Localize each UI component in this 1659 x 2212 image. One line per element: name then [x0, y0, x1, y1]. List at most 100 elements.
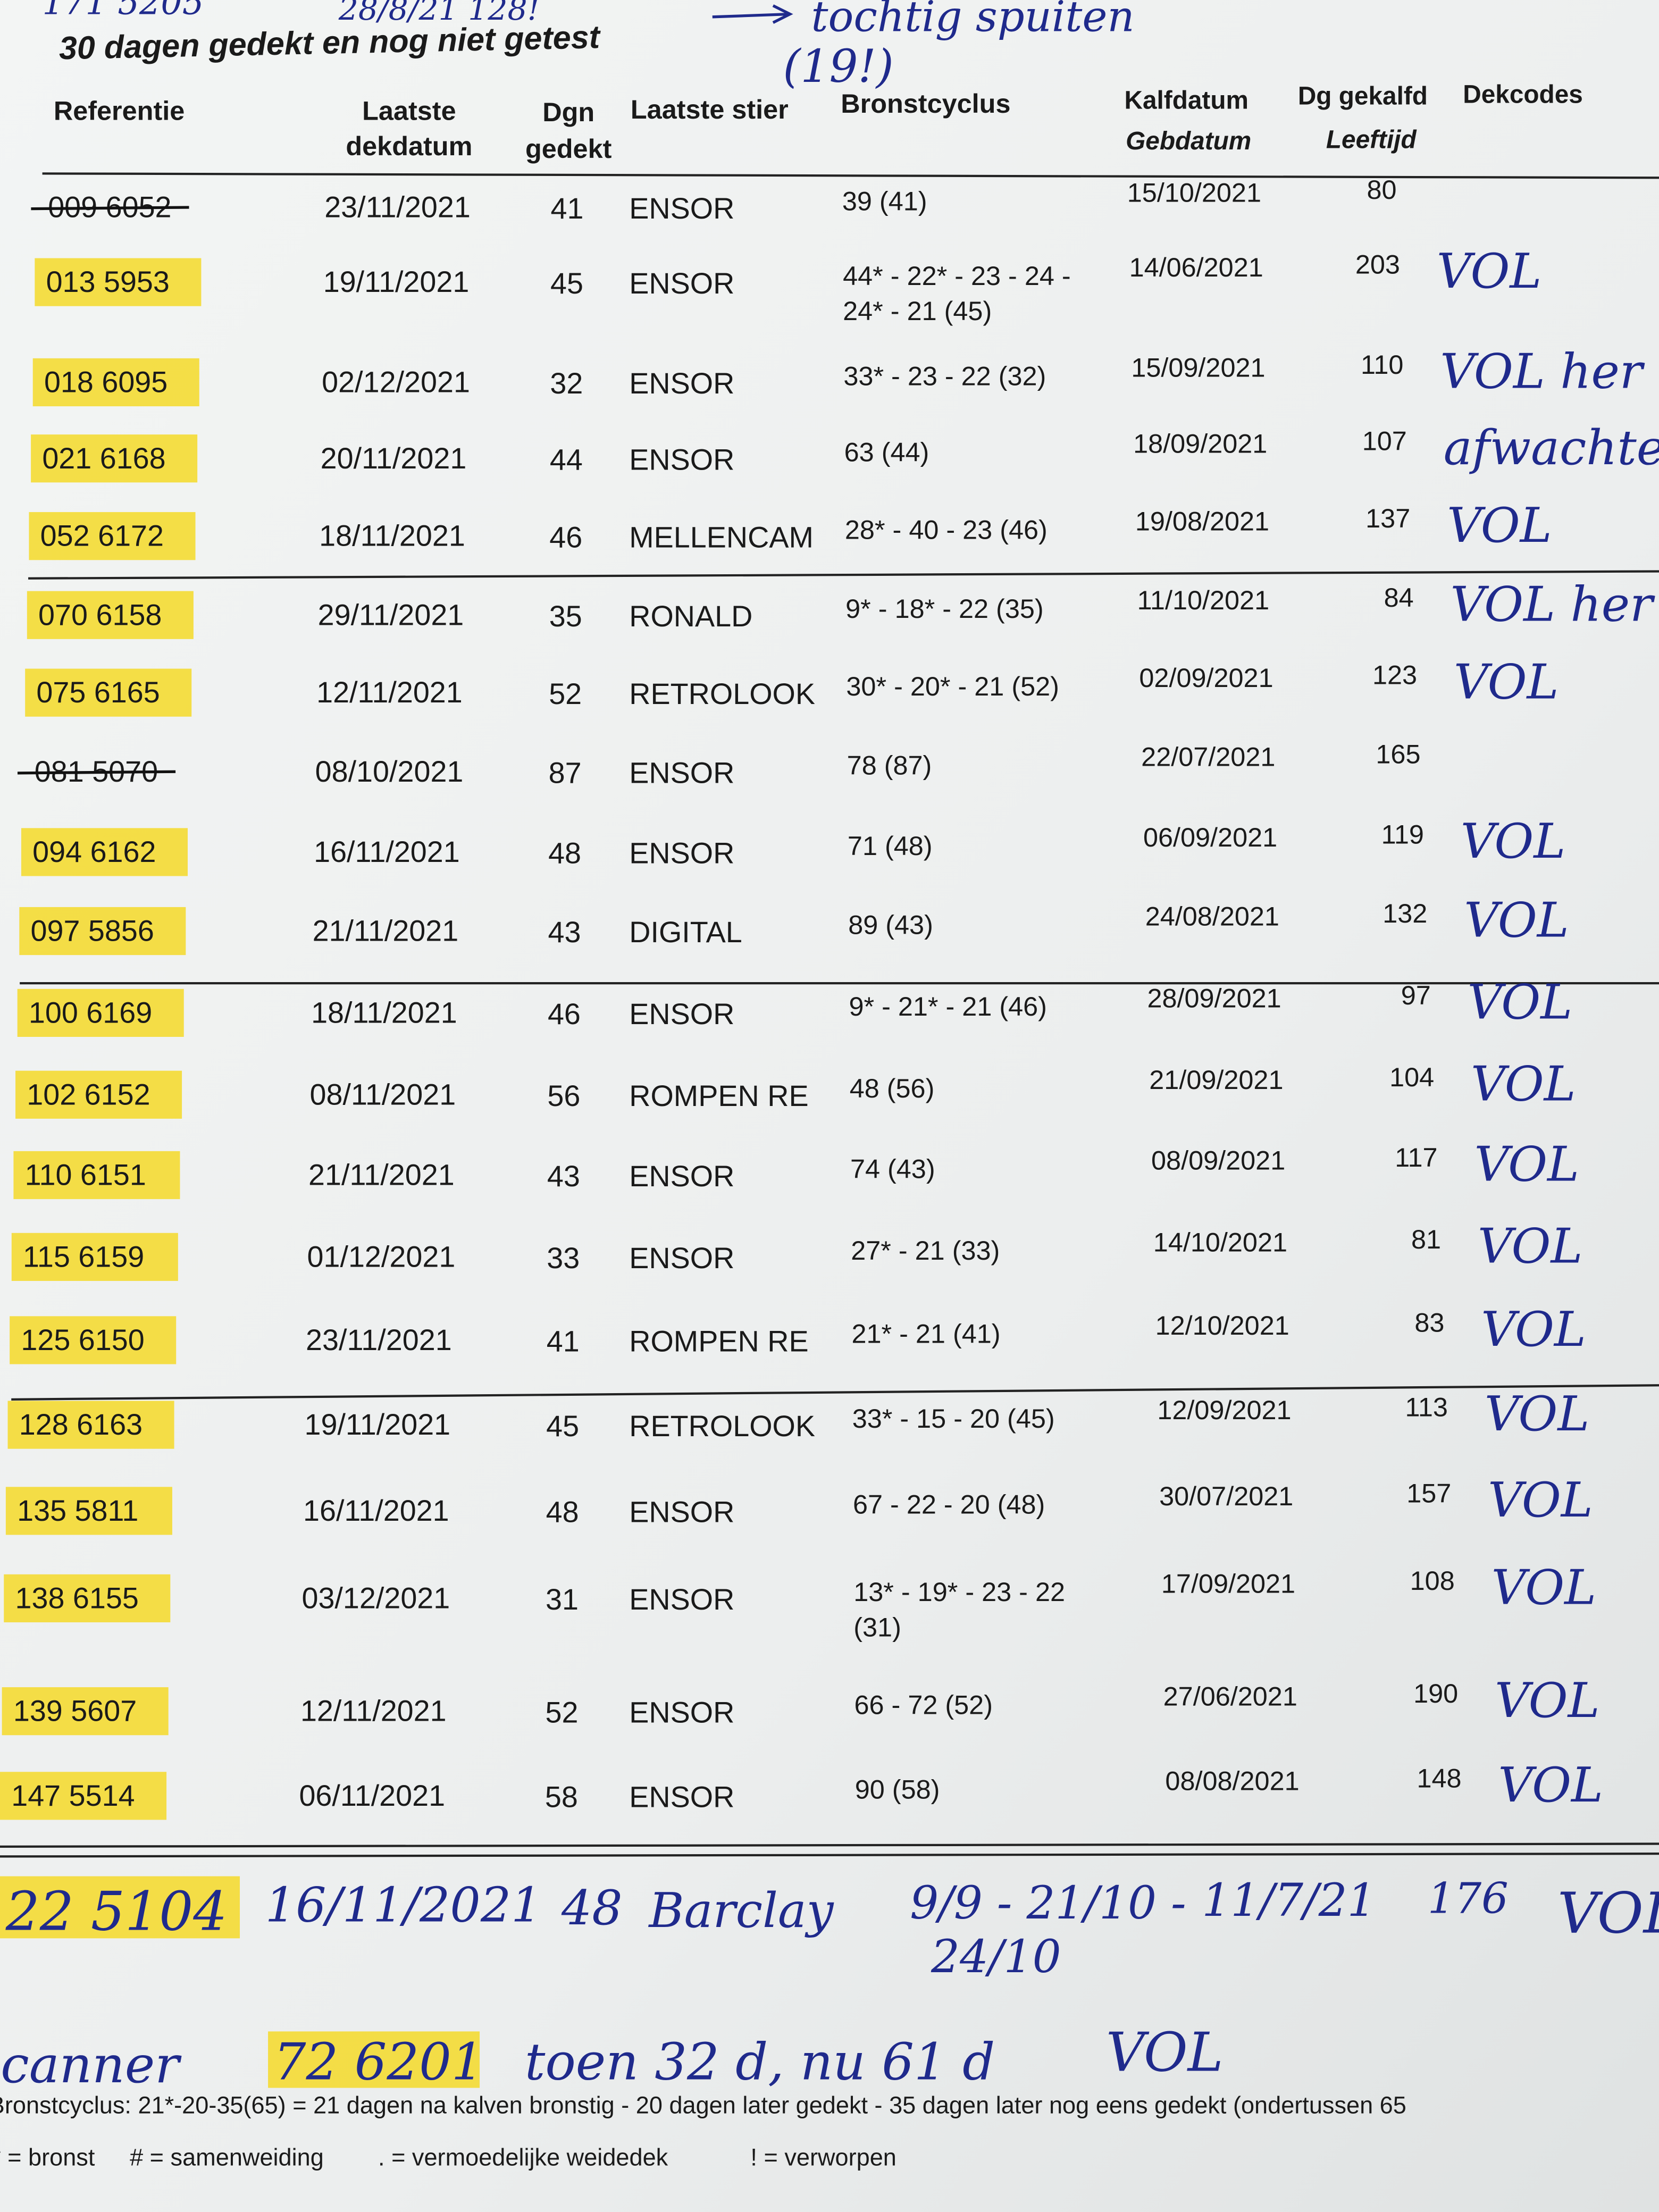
separator	[0, 1842, 1659, 1848]
reference: 018 6095	[44, 366, 167, 399]
stier: ENSOR	[629, 1696, 734, 1729]
header: Laatste	[362, 96, 456, 126]
bronstcyclus: 48 (56)	[850, 1073, 935, 1103]
header: Gebdatum	[1126, 127, 1251, 155]
legend-codes: * = bronst # = samenweiding . = vermoede…	[0, 2143, 896, 2171]
highlight	[27, 591, 194, 639]
reference: 115 6159	[23, 1240, 144, 1273]
reference: 125 6150	[21, 1323, 144, 1356]
dekdatum: 23/11/2021	[324, 191, 471, 224]
kalfdatum: 19/08/2021	[1135, 506, 1269, 537]
dekdatum: 08/10/2021	[315, 755, 464, 788]
dekdatum: 16/11/2021	[314, 835, 460, 868]
dekcode: VOL	[1471, 1056, 1576, 1112]
dekcode: VOL	[1454, 654, 1559, 710]
legend-line: Bronstcyclus: 21*-20-35(65) = 21 dagen n…	[0, 2091, 1406, 2118]
hand-stier: Barclay	[648, 1883, 834, 1939]
hand-date-note: 28/8/21 128!	[338, 0, 540, 27]
stier: ENSOR	[629, 443, 734, 476]
stier: ENSOR	[629, 367, 734, 400]
dagen-gedekt: 44	[550, 443, 583, 476]
kalfdatum: 15/10/2021	[1127, 177, 1261, 207]
bronstcyclus: 66 - 72 (52)	[854, 1689, 993, 1720]
header: Kalfdatum	[1124, 86, 1248, 114]
kalfdatum: 12/09/2021	[1157, 1395, 1291, 1425]
leeftijd: 104	[1389, 1062, 1434, 1092]
dagen-gedekt: 31	[546, 1583, 579, 1616]
reference: 100 6169	[29, 996, 152, 1029]
highlight	[35, 258, 202, 306]
leeftijd: 97	[1401, 980, 1431, 1010]
reference: 135 5811	[17, 1494, 138, 1527]
leeftijd: 80	[1367, 174, 1396, 205]
leeftijd: 190	[1413, 1678, 1458, 1708]
leeftijd: 203	[1355, 249, 1400, 280]
dekdatum: 21/11/2021	[313, 915, 459, 948]
separator	[28, 570, 1659, 580]
dekdatum: 02/12/2021	[322, 366, 470, 399]
dekcode: VOL	[1492, 1560, 1596, 1616]
dekcode: VOL	[1498, 1757, 1603, 1813]
separator	[0, 1853, 1659, 1858]
bronstcyclus: 30* - 20* - 21 (52)	[846, 671, 1059, 701]
strike	[17, 770, 176, 775]
leeftijd: 137	[1365, 503, 1410, 533]
dagen-gedekt: 58	[545, 1781, 578, 1814]
dekdatum: 06/11/2021	[299, 1779, 445, 1812]
hand-note-label: scanner	[0, 2035, 182, 2094]
legend-code: ! = verworpen	[750, 2143, 896, 2171]
stier: ENSOR	[629, 267, 734, 300]
dekdatum: 20/11/2021	[321, 442, 467, 475]
highlight	[10, 1316, 177, 1364]
dagen-gedekt: 45	[546, 1410, 579, 1443]
dagen-gedekt: 46	[549, 521, 582, 554]
dekdatum: 08/11/2021	[310, 1078, 456, 1111]
header: Referentie	[54, 96, 185, 126]
reference: 102 6152	[27, 1078, 150, 1111]
kalfdatum: 08/08/2021	[1165, 1766, 1299, 1796]
stier: RETROLOOK	[629, 1410, 815, 1443]
hand-count-note: (19!)	[783, 40, 893, 93]
leeftijd: 81	[1411, 1224, 1441, 1254]
leeftijd: 83	[1414, 1307, 1444, 1337]
kalfdatum: 02/09/2021	[1139, 663, 1273, 693]
highlight	[11, 1233, 178, 1281]
leeftijd: 165	[1376, 739, 1420, 769]
bronstcyclus: 89 (43)	[848, 909, 933, 940]
stier: ENSOR	[629, 1160, 734, 1193]
highlight	[4, 1574, 171, 1623]
reference: 097 5856	[31, 915, 154, 948]
bronstcyclus: 33* - 23 - 22 (32)	[843, 361, 1046, 391]
leeftijd: 108	[1410, 1565, 1455, 1596]
dekcode: VOL	[1488, 1472, 1593, 1528]
table-body: 009 6052 23/11/2021 41 ENSOR 39 (41) 15/10/20…	[0, 174, 1659, 1820]
reference: 147 5514	[11, 1779, 135, 1812]
dekcode: VOL	[1468, 975, 1572, 1030]
dekdatum: 19/11/2021	[323, 265, 470, 298]
highlight	[5, 1487, 172, 1535]
stier: ENSOR	[629, 1496, 734, 1529]
dekcode: VOL	[1461, 814, 1565, 869]
bronstcyclus: 27* - 21 (33)	[851, 1235, 1000, 1266]
kalfdatum: 17/09/2021	[1161, 1568, 1295, 1598]
highlight	[7, 1401, 174, 1449]
highlight	[15, 1070, 182, 1119]
highlight	[29, 512, 196, 560]
header: dekdatum	[346, 131, 472, 161]
bronstcyclus: 44* - 22* - 23 - 24 -	[843, 261, 1071, 291]
bronstcyclus: 21* - 21 (41)	[851, 1319, 1000, 1349]
dagen-gedekt: 56	[547, 1079, 580, 1112]
reference: 139 5607	[13, 1695, 137, 1728]
stier: ENSOR	[629, 837, 734, 870]
dagen-gedekt: 32	[550, 367, 583, 400]
bronstcyclus: 74 (43)	[850, 1153, 935, 1184]
reference: 128 6163	[19, 1408, 143, 1441]
kalfdatum: 18/09/2021	[1133, 429, 1267, 459]
header: Dg gekalfd	[1298, 82, 1428, 110]
hand-reference: 22 5104	[5, 1880, 228, 1942]
highlight	[268, 2031, 480, 2088]
dagen-gedekt: 33	[547, 1242, 580, 1275]
leeftijd: 119	[1381, 819, 1424, 850]
dagen-gedekt: 48	[548, 837, 581, 870]
